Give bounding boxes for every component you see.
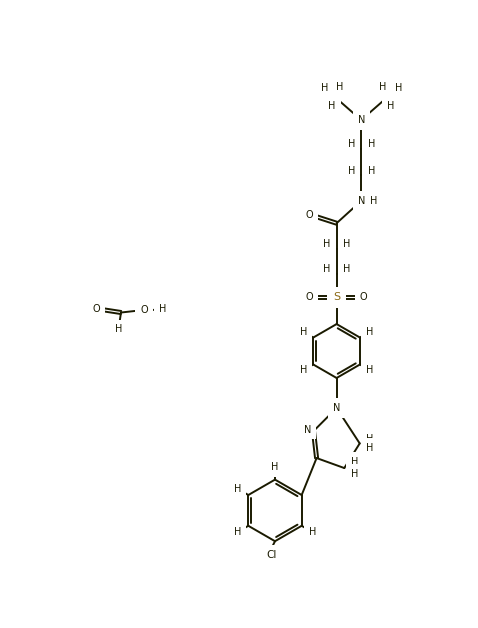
Text: H: H (234, 527, 241, 537)
Text: H: H (343, 239, 350, 249)
Text: N: N (358, 196, 365, 206)
Text: N: N (333, 403, 340, 413)
Text: H: H (272, 462, 279, 472)
Text: H: H (370, 196, 377, 206)
Text: H: H (366, 443, 373, 453)
Text: O: O (306, 210, 314, 220)
Text: H: H (348, 166, 355, 176)
Text: H: H (394, 84, 402, 94)
Text: O: O (306, 292, 314, 302)
Text: H: H (351, 457, 358, 467)
Text: H: H (351, 469, 358, 479)
Text: H: H (323, 264, 330, 274)
Text: H: H (343, 264, 350, 274)
Text: H: H (368, 139, 375, 149)
Text: H: H (348, 139, 355, 149)
Text: O: O (140, 305, 148, 315)
Text: H: H (159, 305, 166, 315)
Text: O: O (360, 292, 368, 302)
Text: Cl: Cl (266, 550, 276, 560)
Text: H: H (300, 327, 307, 337)
Text: H: H (321, 84, 328, 94)
Text: H: H (366, 327, 374, 337)
Text: H: H (387, 101, 394, 111)
Text: H: H (366, 365, 374, 376)
Text: H: H (309, 527, 316, 537)
Text: H: H (115, 325, 122, 335)
Text: H: H (323, 239, 330, 249)
Text: N: N (358, 115, 365, 125)
Text: H: H (300, 365, 307, 376)
Text: O: O (93, 305, 100, 315)
Text: H: H (366, 434, 373, 444)
Text: S: S (333, 292, 340, 302)
Text: H: H (328, 101, 336, 111)
Text: H: H (336, 82, 343, 92)
Text: N: N (304, 425, 311, 435)
Text: H: H (379, 82, 387, 92)
Text: H: H (368, 166, 375, 176)
Text: H: H (234, 484, 241, 494)
